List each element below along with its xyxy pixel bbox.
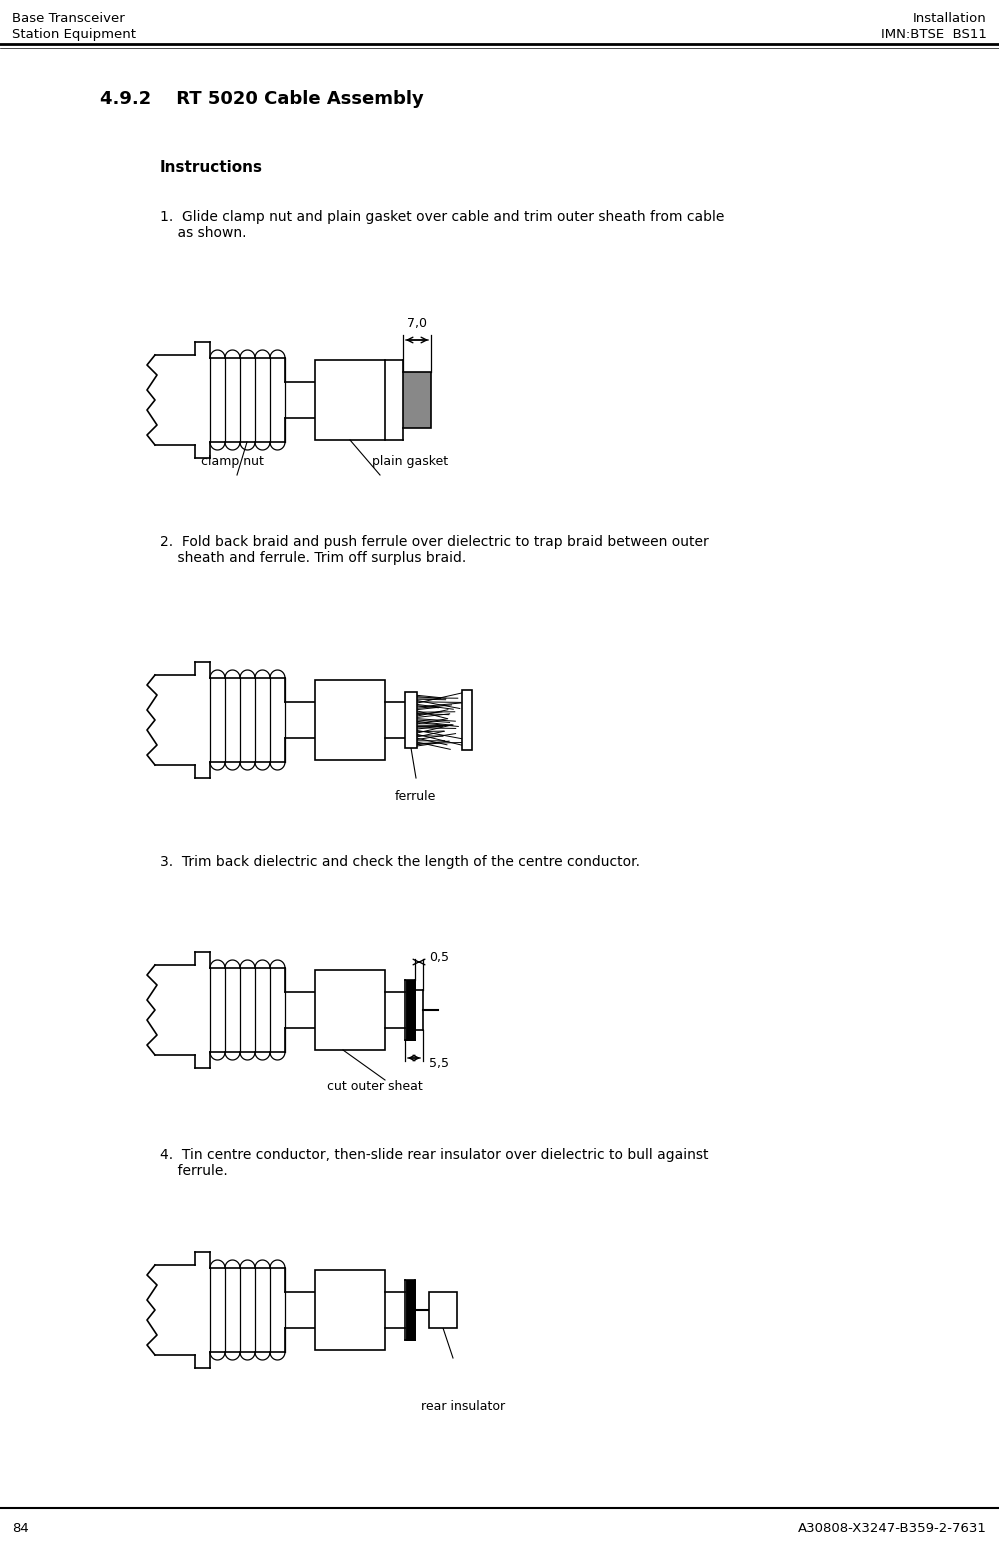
Text: 5,5: 5,5 xyxy=(429,1057,449,1069)
Bar xyxy=(405,692,417,749)
Text: 4.9.2    RT 5020 Cable Assembly: 4.9.2 RT 5020 Cable Assembly xyxy=(100,90,424,108)
Bar xyxy=(315,360,385,439)
Text: Base Transceiver: Base Transceiver xyxy=(12,12,125,25)
Bar xyxy=(462,690,472,750)
Text: Instructions: Instructions xyxy=(160,159,263,175)
Text: 7,0: 7,0 xyxy=(407,317,427,330)
Text: Station Equipment: Station Equipment xyxy=(12,28,136,42)
Bar xyxy=(315,970,385,1050)
Text: clamp nut: clamp nut xyxy=(201,455,264,469)
Bar xyxy=(429,1292,457,1327)
Text: ferrule: ferrule xyxy=(395,791,436,803)
Text: 0,5: 0,5 xyxy=(429,950,449,964)
Text: 4.  Tin centre conductor, then­slide rear insulator over dielectric to bull agai: 4. Tin centre conductor, then­slide rear… xyxy=(160,1148,708,1179)
Text: plain gasket: plain gasket xyxy=(372,455,449,469)
Text: cut outer sheat: cut outer sheat xyxy=(327,1080,423,1094)
Text: IMN:BTSE  BS11: IMN:BTSE BS11 xyxy=(881,28,987,42)
Text: A30808-X3247-B359-2-7631: A30808-X3247-B359-2-7631 xyxy=(798,1522,987,1535)
Bar xyxy=(315,681,385,760)
Text: Installation: Installation xyxy=(913,12,987,25)
Bar xyxy=(315,1270,385,1351)
Text: 1.  Glide clamp nut and plain gasket over cable and trim outer sheath from cable: 1. Glide clamp nut and plain gasket over… xyxy=(160,210,724,240)
Text: 3.  Trim back dielectric and check the length of the centre conductor.: 3. Trim back dielectric and check the le… xyxy=(160,855,640,869)
Text: 2.  Fold back braid and push ferrule over dielectric to trap braid between outer: 2. Fold back braid and push ferrule over… xyxy=(160,535,708,565)
Text: 84: 84 xyxy=(12,1522,29,1535)
Bar xyxy=(403,371,431,429)
Text: rear insulator: rear insulator xyxy=(421,1400,505,1412)
